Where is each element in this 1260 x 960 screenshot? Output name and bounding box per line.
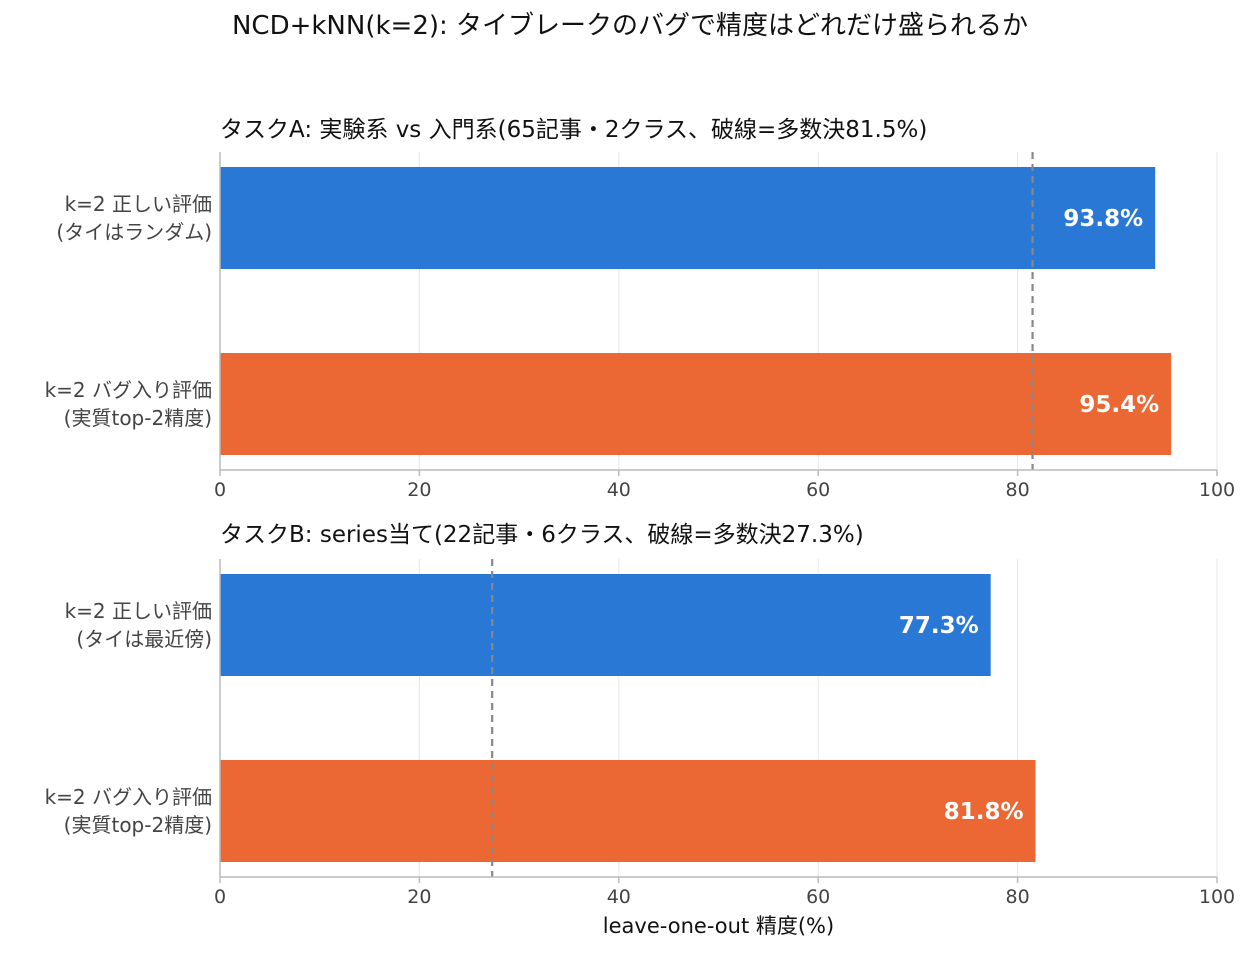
bar-1-1	[220, 760, 1036, 862]
x-tick-label-0-100: 100	[1199, 479, 1235, 501]
x-tick-label-1-0: 0	[214, 886, 226, 908]
x-tick-label-1-100: 100	[1199, 886, 1235, 908]
panel-title-0: タスクA: 実験系 vs 入門系(65記事・2クラス、破線=多数決81.5%)	[220, 117, 927, 143]
x-tick-label-1-60: 60	[806, 886, 830, 908]
category-label-1-1-1: (実質top-2精度)	[64, 813, 212, 837]
bar-0-1	[220, 353, 1172, 455]
x-tick-label-0-80: 80	[1006, 479, 1030, 501]
bar-1-0	[220, 574, 991, 676]
x-axis-label-1: leave-one-out 精度(%)	[603, 914, 834, 938]
category-label-0-0-1: (タイはランダム)	[56, 220, 212, 244]
value-label-0-1: 95.4%	[1079, 392, 1159, 418]
panel-title-1: タスクB: series当て(22記事・6クラス、破線=多数決27.3%)	[220, 522, 864, 548]
x-tick-label-0-20: 20	[407, 479, 431, 501]
value-label-1-0: 77.3%	[899, 613, 979, 639]
x-tick-label-0-60: 60	[806, 479, 830, 501]
bar-0-0	[220, 167, 1156, 269]
category-label-0-1-0: k=2 バグ入り評価	[45, 378, 212, 402]
value-label-0-0: 93.8%	[1063, 206, 1143, 232]
category-label-1-0-1: (タイは最近傍)	[76, 627, 212, 651]
category-label-1-1-0: k=2 バグ入り評価	[45, 785, 212, 809]
x-tick-label-1-20: 20	[407, 886, 431, 908]
x-tick-label-1-40: 40	[607, 886, 631, 908]
x-tick-label-1-80: 80	[1006, 886, 1030, 908]
value-label-1-1: 81.8%	[944, 799, 1024, 825]
chart-suptitle: NCD+kNN(k=2): タイブレークのバグで精度はどれだけ盛られるか	[232, 11, 1028, 41]
x-tick-label-0-0: 0	[214, 479, 226, 501]
x-tick-label-0-40: 40	[607, 479, 631, 501]
category-label-1-0-0: k=2 正しい評価	[65, 599, 212, 623]
category-label-0-0-0: k=2 正しい評価	[65, 192, 212, 216]
category-label-0-1-1: (実質top-2精度)	[64, 406, 212, 430]
